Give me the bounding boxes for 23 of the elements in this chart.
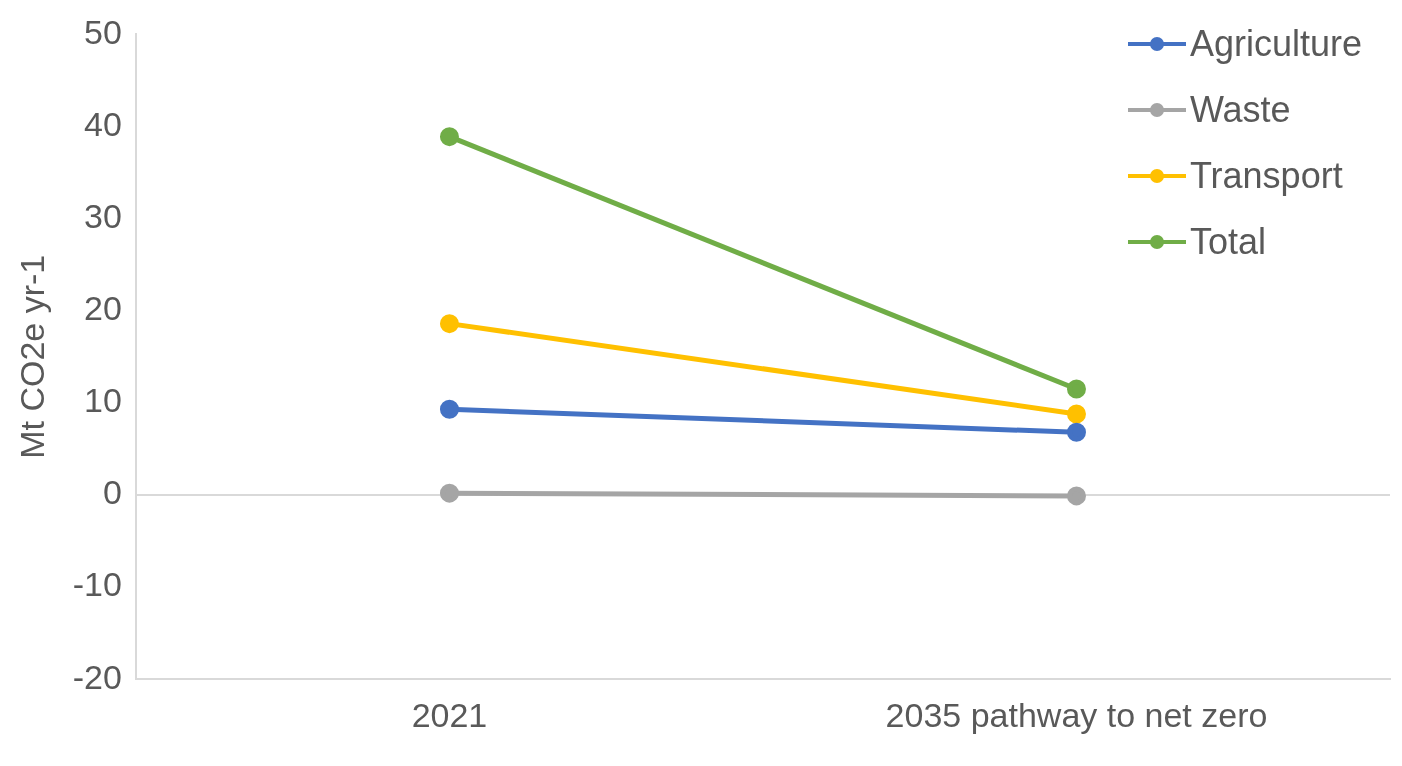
y-tick-label: 50 bbox=[84, 12, 122, 51]
x-tick-label: 2035 pathway to net zero bbox=[885, 695, 1268, 734]
point bbox=[1066, 486, 1086, 506]
y-tick-label: 0 bbox=[103, 473, 122, 512]
point bbox=[1066, 404, 1086, 424]
point bbox=[439, 314, 459, 334]
point bbox=[439, 483, 459, 503]
y-tick-label: 40 bbox=[84, 104, 122, 143]
legend-label: Transport bbox=[1189, 155, 1343, 197]
y-tick-label: 20 bbox=[84, 289, 122, 328]
y-axis-title: Mt CO2e yr-1 bbox=[12, 254, 51, 459]
y-tick-label: 30 bbox=[84, 197, 122, 235]
y-tick-label: -10 bbox=[72, 565, 122, 604]
y-tick-label: 10 bbox=[84, 381, 122, 420]
legend-label: Agriculture bbox=[1189, 23, 1362, 65]
legend-label: Total bbox=[1189, 221, 1266, 263]
point bbox=[439, 127, 459, 147]
point bbox=[1066, 422, 1086, 442]
legend-label: Waste bbox=[1189, 89, 1291, 131]
point bbox=[1066, 379, 1086, 399]
y-tick-label: -20 bbox=[72, 657, 122, 696]
x-tick-label: 2021 bbox=[411, 695, 488, 734]
point bbox=[439, 399, 459, 419]
